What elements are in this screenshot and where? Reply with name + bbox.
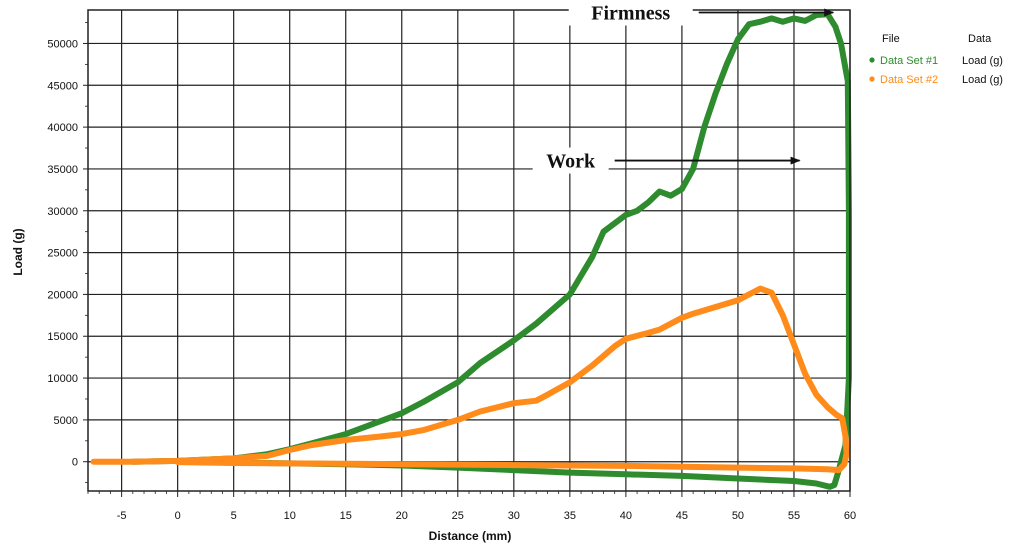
annotation-label: Firmness [591,3,670,25]
legend: File Data Data Set #1 Load (g) Data Set … [869,33,1003,86]
axis-ticks: -5 0 5 10 15 20 25 30 35 40 45 50 55 60 0 5000 10000 1500… [47,22,856,522]
x-tick-label: 5 [231,510,237,522]
y-tick-label: 40000 [47,122,78,134]
x-tick-label: 10 [284,510,296,522]
x-tick-label: 0 [175,510,181,522]
annotation-box [532,147,609,174]
y-tick-label: 10000 [47,373,78,385]
legend-file-series-1: Data Set #1 [880,55,938,67]
y-tick-label: 15000 [47,331,78,343]
legend-marker-series-1 [869,57,875,63]
x-tick-label: 50 [732,510,744,522]
y-tick-label: 45000 [47,80,78,92]
legend-marker-series-2 [869,76,875,82]
legend-file-series-2: Data Set #2 [880,74,938,86]
x-tick-label: 30 [508,510,520,522]
annotation-label: Work [546,151,596,173]
x-tick-label: -5 [117,510,127,522]
x-axis-title: Distance (mm) [429,529,512,543]
legend-data-series-1: Load (g) [962,55,1003,67]
x-tick-label: 45 [676,510,688,522]
x-tick-label: 40 [620,510,632,522]
legend-header-data: Data [968,33,992,45]
y-tick-label: 50000 [47,38,78,50]
x-tick-label: 15 [340,510,352,522]
annotation-box [568,0,693,26]
series-line-1 [129,11,852,490]
x-tick-label: 35 [564,510,576,522]
x-tick-label: 25 [452,510,464,522]
series-line-2 [90,285,850,474]
plot-frame [87,9,851,492]
x-tick-label: 60 [844,510,856,522]
y-tick-label: 20000 [47,289,78,301]
series-layer [90,11,852,490]
legend-header-file: File [882,33,900,45]
y-axis-title: Load (g) [11,228,25,275]
y-tick-label: 35000 [47,164,78,176]
legend-data-series-2: Load (g) [962,74,1003,86]
y-tick-label: 5000 [54,415,78,427]
y-tick-label: 30000 [47,206,78,218]
y-tick-label: 0 [72,457,78,469]
x-tick-label: 55 [788,510,800,522]
annotations: Firmness Work [532,0,835,174]
y-tick-label: 25000 [47,248,78,260]
x-tick-label: 20 [396,510,408,522]
